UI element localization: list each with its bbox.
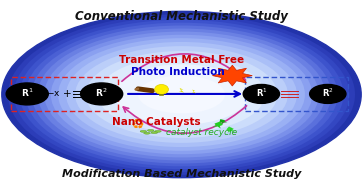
Ellipse shape <box>140 130 147 132</box>
Text: $\mathbf{R}^2$: $\mathbf{R}^2$ <box>95 87 108 99</box>
Ellipse shape <box>66 42 297 147</box>
Ellipse shape <box>86 51 277 138</box>
Ellipse shape <box>14 17 349 172</box>
Text: $-$x: $-$x <box>46 89 61 98</box>
Text: Nano Catalysts: Nano Catalysts <box>112 118 200 127</box>
Ellipse shape <box>51 35 312 154</box>
Ellipse shape <box>151 132 158 134</box>
Ellipse shape <box>38 29 325 160</box>
Polygon shape <box>212 65 252 86</box>
Text: catalyst recycle: catalyst recycle <box>166 128 237 137</box>
Polygon shape <box>179 88 184 93</box>
Text: ♻: ♻ <box>131 117 145 132</box>
Ellipse shape <box>20 20 343 169</box>
Ellipse shape <box>25 23 338 166</box>
Ellipse shape <box>98 57 265 132</box>
Text: $-$: $-$ <box>88 89 97 98</box>
Ellipse shape <box>147 129 154 131</box>
Circle shape <box>81 83 123 105</box>
Circle shape <box>243 84 280 103</box>
Ellipse shape <box>8 14 355 175</box>
Text: Transition Metal Free: Transition Metal Free <box>119 56 244 65</box>
Polygon shape <box>212 121 223 129</box>
Text: Modification Based Mechanistic Study: Modification Based Mechanistic Study <box>62 169 301 178</box>
FancyArrowPatch shape <box>123 106 246 133</box>
Text: $+$: $+$ <box>62 88 72 99</box>
Ellipse shape <box>144 132 150 134</box>
Ellipse shape <box>114 64 249 125</box>
Text: Photo Induction: Photo Induction <box>131 67 225 77</box>
Polygon shape <box>220 119 227 124</box>
Text: $\mathbf{R}^1$: $\mathbf{R}^1$ <box>256 87 267 99</box>
Ellipse shape <box>2 11 361 178</box>
Ellipse shape <box>32 26 331 163</box>
Polygon shape <box>192 90 196 93</box>
Ellipse shape <box>155 130 161 132</box>
Circle shape <box>6 83 48 105</box>
Ellipse shape <box>44 32 319 157</box>
Circle shape <box>310 84 346 103</box>
Ellipse shape <box>138 76 225 113</box>
Ellipse shape <box>155 84 168 94</box>
Ellipse shape <box>75 46 288 143</box>
Text: $\mathbf{R}^1$: $\mathbf{R}^1$ <box>21 87 33 99</box>
Text: Conventional Mechanistic Study: Conventional Mechanistic Study <box>75 10 288 22</box>
Text: $\mathbf{R}^2$: $\mathbf{R}^2$ <box>322 87 334 99</box>
FancyArrowPatch shape <box>122 54 245 81</box>
Ellipse shape <box>58 38 305 151</box>
Polygon shape <box>226 126 235 133</box>
